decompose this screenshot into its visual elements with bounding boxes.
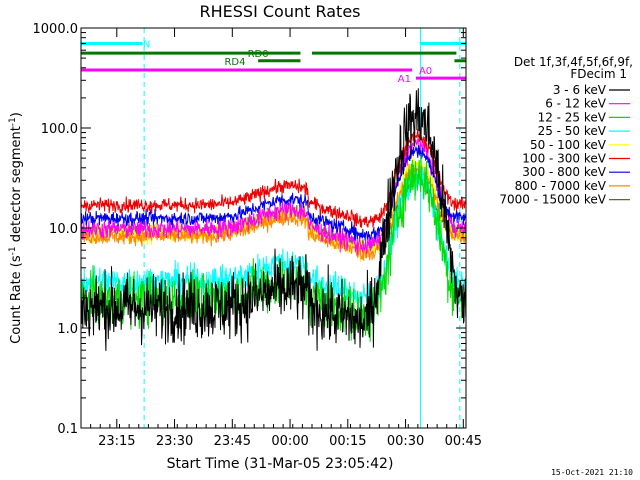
legend-header-line1: Det 1f,3f,4f,5f,6f,9f, [514, 55, 633, 69]
x-tick-label: 23:30 [156, 434, 193, 449]
series-line-50-100-kev [80, 156, 467, 263]
y-label-mid: detector segment [9, 126, 24, 246]
x-tick-label: 00:45 [445, 434, 482, 449]
flag-label-a0: A0 [419, 66, 432, 77]
legend-label-5: 100 - 300 keV [522, 152, 606, 166]
x-axis-ticks: 23:15 23:30 23:45 00:00 00:15 00:30 00:45 [80, 28, 482, 449]
legend-label-3: 25 - 50 keV [538, 124, 607, 138]
legend-label-2: 12 - 25 keV [538, 110, 607, 124]
series-line-3-6-kev [80, 88, 467, 351]
x-tick-label: 00:00 [271, 434, 308, 449]
y-label-sup1: -1 [8, 246, 18, 255]
flag-label-a1: A1 [398, 74, 411, 85]
series-line-25-50-kev [80, 160, 467, 311]
x-tick-label: 00:30 [387, 434, 424, 449]
x-axis-label: Start Time (31-Mar-05 23:05:42) [167, 456, 394, 472]
x-tick-label: 00:15 [329, 434, 366, 449]
chart-title: RHESSI Count Rates [200, 2, 361, 21]
series-lines [80, 88, 467, 351]
flag-label-n: N [143, 39, 150, 50]
y-label-sup2: -1 [8, 117, 18, 126]
x-tick-label: 23:45 [214, 434, 251, 449]
legend-label-1: 6 - 12 keV [545, 97, 607, 111]
y-tick-label: 10.0 [49, 222, 78, 237]
legend: Det 1f,3f,4f,5f,6f,9f, FDecim 1 3 - 6 ke… [499, 55, 633, 207]
y-tick-label: 100.0 [41, 122, 78, 137]
legend-label-6: 300 - 800 keV [522, 165, 606, 179]
y-axis-label: Count Rate (s-1 detector segment-1) [8, 112, 24, 344]
legend-label-7: 800 - 7000 keV [515, 179, 607, 193]
y-axis-ticks: 0.1 1.0 10.0 100.0 1000.0 [33, 22, 466, 437]
legend-label-4: 50 - 100 keV [530, 138, 607, 152]
y-tick-label: 1000.0 [33, 22, 79, 37]
y-tick-label: 1.0 [57, 322, 78, 337]
legend-header-line2: FDecim 1 [570, 67, 627, 81]
legend-label-0: 3 - 6 keV [553, 83, 607, 97]
y-tick-label: 0.1 [57, 422, 78, 437]
y-label-main: Count Rate (s [9, 255, 24, 344]
flag-label-rd0: RD0 [248, 49, 269, 60]
timestamp: 15-Oct-2021 21:10 [551, 468, 633, 477]
y-label-end: ) [9, 112, 24, 117]
legend-label-8: 7000 - 15000 keV [499, 193, 606, 207]
x-tick-label: 23:15 [98, 434, 135, 449]
flag-label-rd4: RD4 [224, 57, 245, 68]
